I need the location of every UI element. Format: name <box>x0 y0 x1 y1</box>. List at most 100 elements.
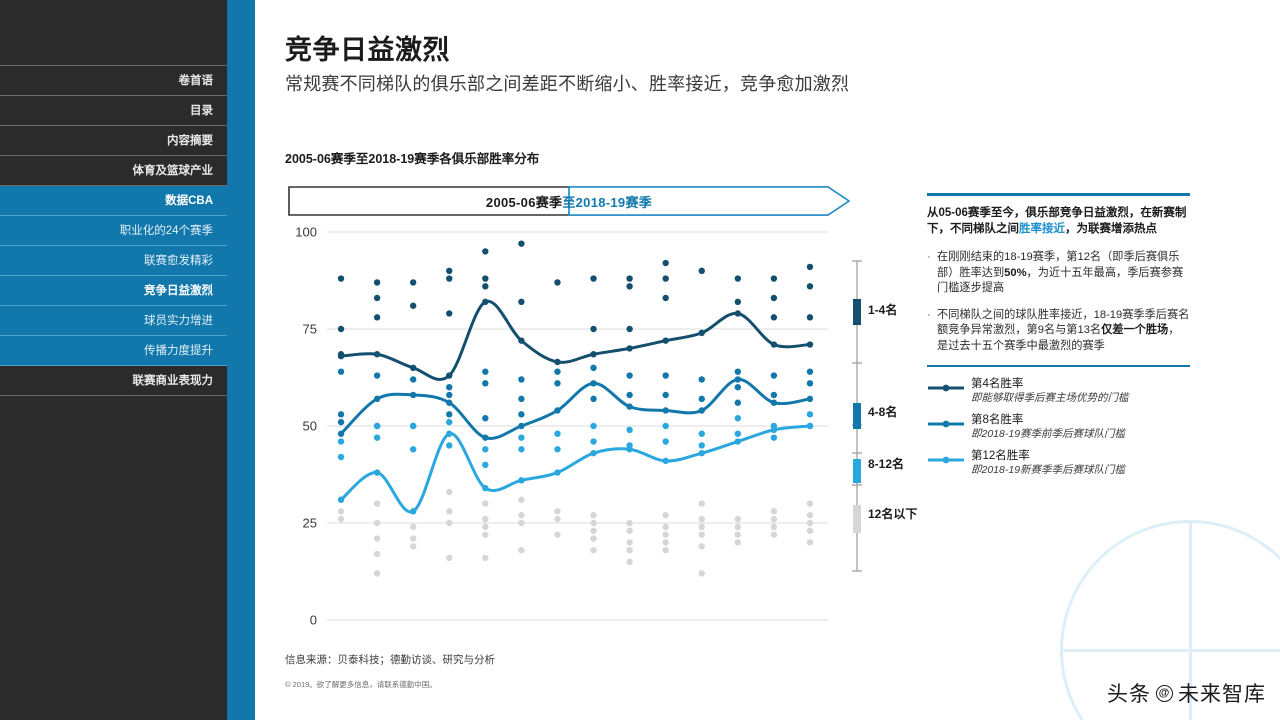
scatter-point <box>446 411 453 418</box>
bracket-swatch-3 <box>853 505 861 533</box>
at-icon: @ <box>1156 684 1173 702</box>
scatter-point <box>662 546 669 554</box>
scatter-point <box>337 325 345 333</box>
scatter-point <box>518 496 525 503</box>
scatter-point <box>662 391 669 399</box>
scatter-point <box>409 279 417 286</box>
scatter-point <box>590 275 597 282</box>
legend-row-0[interactable]: 第4名胜率 即能够取得季后赛主场优势的门槛 <box>927 377 1190 405</box>
scatter-point <box>698 570 705 577</box>
legend-name: 第12名胜率 <box>971 450 1030 462</box>
scatter-point <box>698 515 705 523</box>
scatter-point <box>446 508 453 515</box>
scatter-point <box>734 275 742 282</box>
scatter-point <box>518 395 525 403</box>
sidebar-item-7[interactable]: 竞争日益激烈 <box>0 276 227 306</box>
scatter-point <box>806 263 814 271</box>
sidebar-item-3[interactable]: 体育及篮球产业 <box>0 156 227 186</box>
scatter-point <box>518 434 525 441</box>
sidebar-item-6[interactable]: 联赛愈发精彩 <box>0 246 227 276</box>
page-title: 竞争日益激烈 <box>285 35 450 65</box>
scatter-point <box>734 384 742 391</box>
sidebar-item-4[interactable]: 数据CBA <box>0 186 227 216</box>
panel-bullet-0: · 在刚刚结束的18-19赛季，第12名（即季后赛俱乐部）胜率达到50%，为近十五… <box>927 250 1190 297</box>
sidebar-item-label: 竞争日益激烈 <box>144 285 213 297</box>
scatter-point <box>770 531 778 538</box>
bracket-label-3: 12名以下 <box>868 507 918 521</box>
scatter-point <box>518 376 525 383</box>
scatter-point <box>554 368 561 375</box>
scatter-point <box>373 372 381 379</box>
banner-text-start: 2005-06赛季 <box>485 194 563 210</box>
sidebar-item-label: 联赛商业表现力 <box>132 375 214 387</box>
sidebar-item-5[interactable]: 职业化的24个赛季 <box>0 216 227 246</box>
sidebar-item-10[interactable]: 联赛商业表现力 <box>0 366 227 396</box>
scatter-point <box>770 515 778 523</box>
scatter-point <box>409 376 417 383</box>
scatter-point <box>662 275 669 282</box>
scatter-point <box>626 283 633 290</box>
scatter-point <box>734 399 742 406</box>
scatter-point <box>446 384 453 391</box>
scatter-point <box>590 512 597 519</box>
scatter-point <box>482 523 489 531</box>
sidebar-item-0[interactable]: 卷首语 <box>0 66 227 96</box>
y-axis-tick-label: 100 <box>295 225 317 240</box>
scatter-point <box>626 527 633 534</box>
y-axis-tick-label: 50 <box>303 419 317 434</box>
scatter-point <box>662 531 669 538</box>
legend-row-1[interactable]: 第8名胜率 即2018-19赛季前季后赛球队门槛 <box>927 413 1190 441</box>
legend-row-2[interactable]: 第12名胜率即2018-19新赛季季后赛球队门槛 <box>927 449 1190 477</box>
scatter-point <box>734 523 742 531</box>
sidebar: 卷首语 目录 内容摘要 体育及篮球产业 数据CBA 职业化的24个赛季联赛愈发精彩竞争日益… <box>0 0 227 720</box>
scatter-point <box>590 422 597 430</box>
tier-bracket-scale: 1-4名 4-8名 8-12名 12名以下 <box>845 255 925 577</box>
sidebar-item-2[interactable]: 内容摘要 <box>0 126 227 156</box>
scatter-point <box>662 523 669 531</box>
scatter-point <box>373 294 381 302</box>
scatter-point <box>409 543 417 550</box>
scatter-point <box>482 500 489 507</box>
scatter-point <box>734 298 742 306</box>
scatter-point <box>662 438 669 445</box>
sidebar-item-8[interactable]: 球员实力增进 <box>0 306 227 336</box>
scatter-point <box>770 314 778 321</box>
scatter-point <box>337 438 345 445</box>
scatter-point <box>626 372 633 379</box>
sidebar-item-9[interactable]: 传播力度提升 <box>0 336 227 366</box>
scatter-point <box>806 500 814 507</box>
scatter-point <box>518 512 525 519</box>
panel-heading-part-1: 胜率接近 <box>1019 223 1065 235</box>
scatter-point <box>626 275 633 282</box>
scatter-point <box>373 434 381 441</box>
watermark-text: 头条 @ 未来智库 <box>1107 678 1266 708</box>
scatter-point <box>482 368 489 375</box>
scatter-point <box>482 461 489 468</box>
scatter-point <box>770 275 778 282</box>
sidebar-item-1[interactable]: 目录 <box>0 96 227 126</box>
legend-description: 即2018-19新赛季季后赛球队门槛 <box>971 464 1126 476</box>
scatter-point <box>409 523 417 531</box>
scatter-point <box>590 535 597 542</box>
scatter-point <box>770 434 778 441</box>
watermark-left: 头条 <box>1107 683 1151 706</box>
winrate-scatter-chart: 0 25 50 75 100 <box>285 222 850 642</box>
scatter-point <box>337 368 345 375</box>
sidebar-item-label: 职业化的24个赛季 <box>119 225 213 237</box>
legend-line-marker-icon <box>927 377 965 393</box>
scatter-point <box>734 430 742 437</box>
scatter-point <box>409 422 417 430</box>
sidebar-item-label: 传播力度提升 <box>144 345 213 357</box>
scatter-point <box>662 539 669 546</box>
scatter-point <box>446 519 453 527</box>
scatter-point <box>337 515 345 523</box>
scatter-point <box>626 558 633 565</box>
scatter-point <box>662 294 669 302</box>
scatter-point <box>770 294 778 302</box>
panel-bullet-text: 不同梯队之间的球队胜率接近，18-19赛季季后赛名额竞争异常激烈，第9名与第13… <box>937 308 1190 352</box>
scatter-point <box>554 446 561 453</box>
scatter-point <box>409 535 417 542</box>
scatter-point <box>373 550 381 558</box>
scatter-point <box>482 415 489 422</box>
scatter-point <box>662 372 669 379</box>
